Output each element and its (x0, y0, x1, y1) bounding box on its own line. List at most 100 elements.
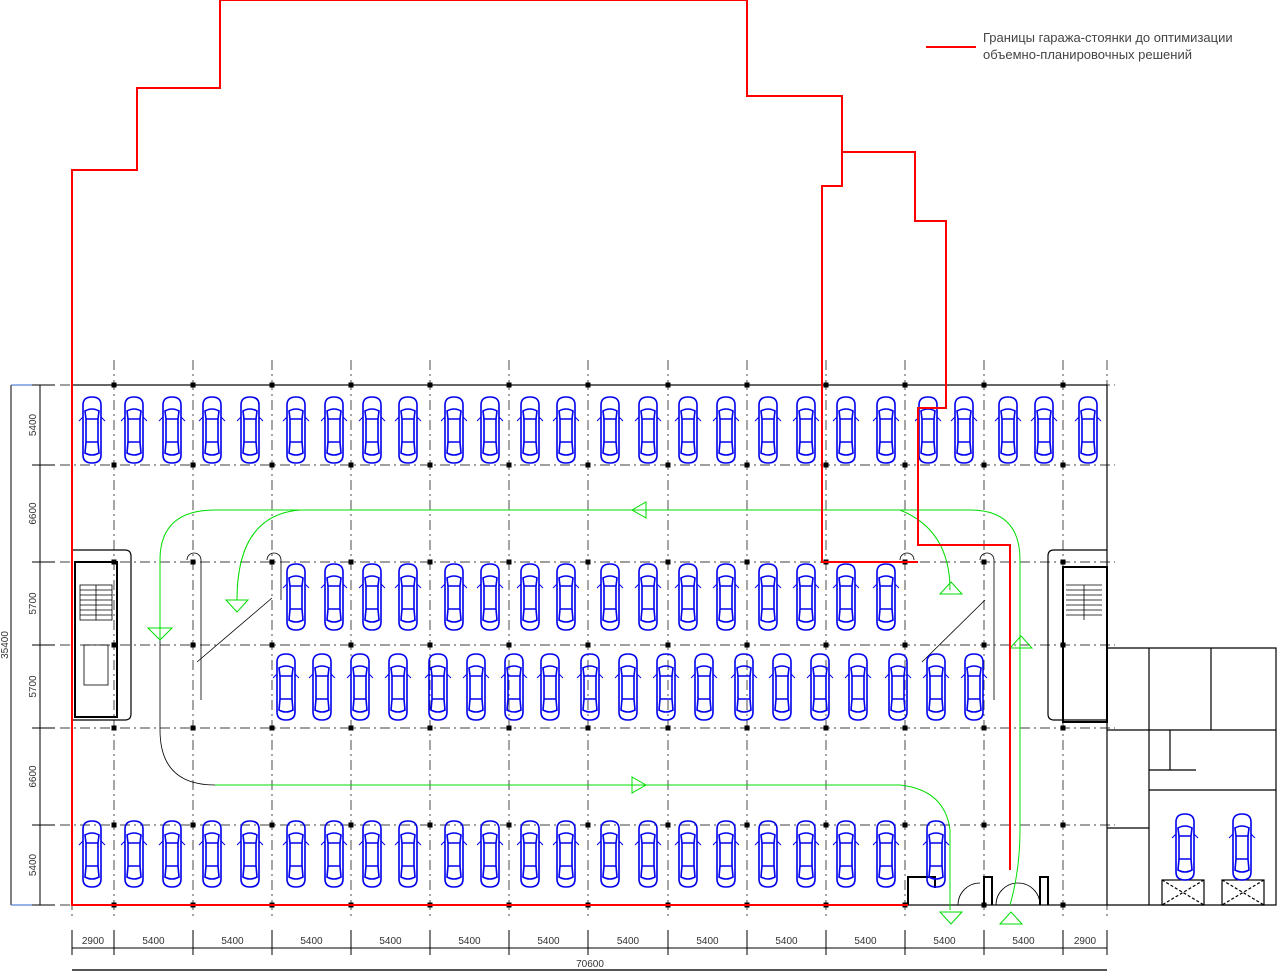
parking-spaces (78, 396, 1256, 888)
column (506, 725, 512, 731)
column (902, 822, 908, 828)
car-icon (462, 653, 490, 721)
column (1060, 822, 1066, 828)
car-icon (536, 653, 564, 721)
column (744, 822, 750, 828)
car-icon (552, 820, 580, 888)
dim-label-bottom: 5400 (537, 936, 560, 947)
traffic-route (146, 501, 1034, 925)
arrow-up-icon (938, 581, 964, 595)
car-icon (754, 820, 782, 888)
legend: Границы гаража-стоянки до оптимизации об… (983, 29, 1233, 63)
car-icon (1228, 813, 1256, 881)
car-icon (394, 820, 422, 888)
column (585, 725, 591, 731)
column (111, 462, 117, 468)
car-icon (614, 653, 642, 721)
car-icon (960, 653, 988, 721)
car-icon (1074, 396, 1102, 464)
arrow-exit-icon (938, 911, 964, 925)
column (111, 725, 117, 731)
car-icon (282, 396, 310, 464)
car-icon (884, 653, 912, 721)
right-stair-walls (1062, 566, 1108, 723)
car-icon (394, 563, 422, 631)
arrow-up-icon (1008, 635, 1034, 649)
car-icon (516, 396, 544, 464)
right-stairs-icon (1066, 584, 1102, 620)
left-stair-walls (74, 561, 118, 718)
car-icon (476, 396, 504, 464)
car-icon (730, 653, 758, 721)
car-icon (596, 396, 624, 464)
car-icon (674, 820, 702, 888)
route-bottom (215, 784, 951, 910)
column (744, 462, 750, 468)
route-right-inner (899, 509, 951, 591)
column (506, 462, 512, 468)
dim-label-left: 5700 (28, 675, 39, 698)
column (427, 822, 433, 828)
car-icon (872, 563, 900, 631)
column-island-right-2 (979, 552, 995, 700)
car-icon (634, 820, 662, 888)
column (190, 725, 196, 731)
old-boundary (71, 0, 1011, 906)
column (111, 642, 117, 648)
car-icon (994, 396, 1022, 464)
car-icon (282, 563, 310, 631)
column (269, 725, 275, 731)
boundary-line-main (71, 0, 1011, 906)
dim-label-bottom: 5400 (1012, 936, 1035, 947)
column (665, 642, 671, 648)
dim-label-left: 5400 (28, 413, 39, 436)
car-icon (120, 396, 148, 464)
dim-label-total-width: 70600 (576, 959, 604, 970)
column-island-left-2 (266, 552, 282, 600)
dim-label-left: 6600 (28, 502, 39, 525)
car-icon (712, 820, 740, 888)
column (902, 462, 908, 468)
column (744, 642, 750, 648)
column (348, 725, 354, 731)
dim-label-bottom: 2900 (1074, 936, 1097, 947)
column (585, 642, 591, 648)
car-icon (358, 396, 386, 464)
column (269, 462, 275, 468)
car-icon (320, 563, 348, 631)
car-icon (320, 820, 348, 888)
column (427, 642, 433, 648)
car-icon (832, 820, 860, 888)
dim-label-bottom: 5400 (617, 936, 640, 947)
column-island-right (899, 552, 915, 561)
car-icon (198, 820, 226, 888)
car-icon (712, 563, 740, 631)
car-icon (236, 820, 264, 888)
column (111, 822, 117, 828)
dim-label-bottom: 5400 (854, 936, 877, 947)
car-icon (500, 653, 528, 721)
dim-label-total-height: 35400 (0, 631, 11, 659)
column (981, 642, 987, 648)
column (585, 462, 591, 468)
car-icon (158, 820, 186, 888)
car-icon (792, 563, 820, 631)
left-stairs-icon (79, 584, 113, 686)
car-icon (596, 820, 624, 888)
car-icon (308, 653, 336, 721)
car-icon (914, 396, 942, 464)
column (348, 642, 354, 648)
column (585, 822, 591, 828)
dim-label-bottom: 2900 (82, 936, 105, 947)
car-icon (384, 653, 412, 721)
car-icon (844, 653, 872, 721)
route-left (159, 509, 301, 640)
car-icon (552, 396, 580, 464)
car-icon (576, 653, 604, 721)
elevator-icon (83, 644, 109, 686)
car-icon (634, 563, 662, 631)
column (190, 642, 196, 648)
column (665, 462, 671, 468)
legend-line-swatch (926, 46, 976, 48)
